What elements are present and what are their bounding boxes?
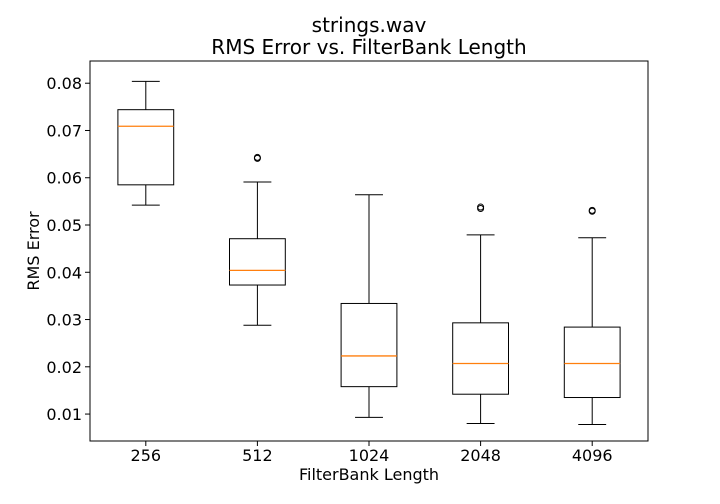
y-tick-label: 0.01 — [46, 405, 82, 424]
outlier-point — [477, 203, 485, 211]
chart-title: strings.wav — [312, 13, 427, 37]
y-tick-label: 0.08 — [46, 74, 82, 93]
y-tick-label: 0.02 — [46, 358, 82, 377]
iqr-box — [452, 322, 510, 395]
y-tick-label: 0.07 — [46, 121, 82, 140]
outlier-point — [253, 153, 261, 161]
box-1024 — [340, 194, 398, 418]
y-tick-label: 0.06 — [46, 169, 82, 188]
box-512 — [229, 153, 286, 326]
x-tick-label: 2048 — [460, 446, 501, 465]
chart-subtitle: RMS Error vs. FilterBank Length — [211, 35, 526, 59]
plot-area: 0.01 0.02 0.03 0.04 0.05 0.06 0.07 0.08 256 512 10… — [46, 60, 649, 465]
box-256 — [117, 80, 175, 206]
x-tick-label: 512 — [242, 446, 273, 465]
x-tick-label: 1024 — [349, 446, 390, 465]
iqr-box — [117, 109, 175, 186]
y-tick-label: 0.03 — [46, 311, 82, 330]
iqr-box — [229, 238, 286, 286]
iqr-box — [340, 302, 398, 388]
box-2048 — [452, 203, 510, 425]
x-axis-label: FilterBank Length — [299, 465, 439, 484]
box-4096 — [563, 206, 621, 425]
iqr-box — [563, 326, 621, 399]
y-tick-label: 0.04 — [46, 263, 82, 282]
x-tick-label: 4096 — [572, 446, 613, 465]
y-axis-label: RMS Error — [24, 211, 43, 291]
x-tick-label: 256 — [131, 446, 162, 465]
y-tick-label: 0.05 — [46, 216, 82, 235]
outlier-point — [588, 206, 596, 214]
